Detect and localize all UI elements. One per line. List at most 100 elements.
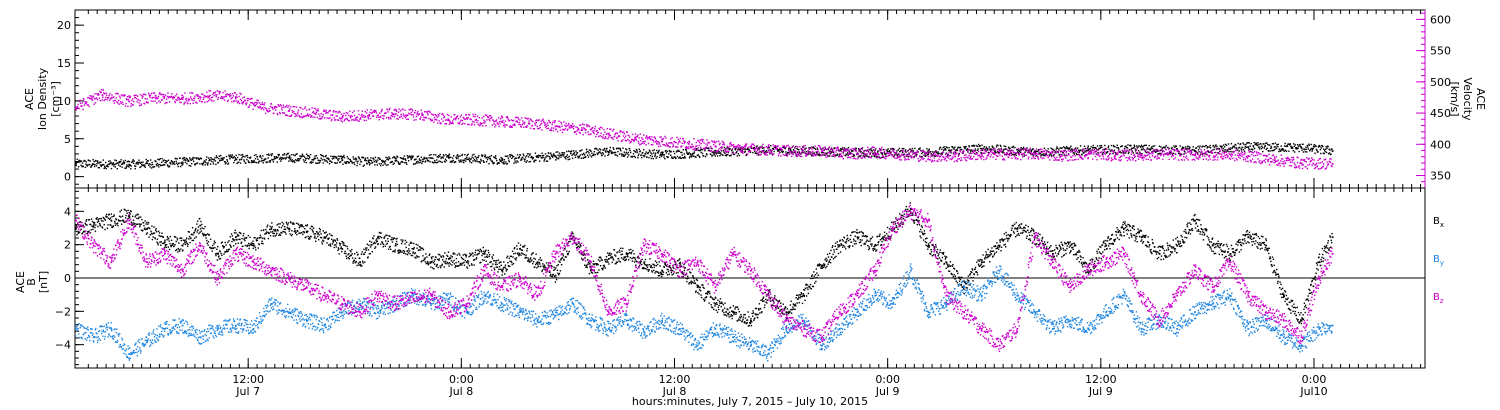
- data-point: [341, 116, 344, 118]
- right-axis-tick-label: 600: [1430, 13, 1451, 26]
- data-point: [1140, 148, 1143, 151]
- data-point: [128, 163, 131, 166]
- data-point: [1194, 154, 1196, 157]
- data-point: [1247, 294, 1250, 297]
- data-point: [341, 303, 344, 305]
- left-axis-tick-label: 0: [64, 171, 71, 184]
- data-point: [421, 114, 424, 117]
- date-tick-label: Jul 8: [662, 385, 687, 398]
- data-point: [323, 324, 326, 327]
- data-point: [901, 153, 903, 156]
- data-point: [448, 119, 450, 122]
- data-point: [359, 311, 361, 314]
- data-point: [687, 143, 690, 145]
- data-point: [1052, 328, 1054, 330]
- data-point: [394, 113, 397, 115]
- time-axis-title: hours:minutes, July 7, 2015 – July 10, 2…: [632, 395, 868, 408]
- data-point: [980, 153, 983, 156]
- data-point: [368, 114, 370, 117]
- data-point: [430, 261, 433, 264]
- data-point: [803, 319, 806, 322]
- data-point: [1069, 286, 1072, 289]
- data-point: [234, 253, 237, 255]
- data-point: [288, 311, 290, 314]
- top-right-axis-title-line3: [km/s]: [1448, 81, 1461, 116]
- data-point: [377, 311, 379, 314]
- data-point: [803, 294, 806, 297]
- data-point: [430, 303, 433, 305]
- data-point: [1069, 244, 1072, 247]
- data-point: [181, 324, 184, 327]
- data-point: [1331, 253, 1334, 255]
- data-point: [181, 244, 184, 247]
- data-point: [838, 244, 841, 247]
- top-right-axis: 350 400 450 500 550 600: [1416, 10, 1451, 189]
- data-point: [234, 96, 237, 98]
- data-point: [519, 278, 521, 280]
- right-axis-tick-label: 500: [1430, 76, 1451, 89]
- data-point: [1016, 294, 1019, 297]
- data-point: [625, 303, 628, 305]
- data-point: [661, 253, 663, 255]
- data-point: [927, 219, 930, 222]
- right-axis-tick-label: 450: [1430, 107, 1451, 120]
- data-point: [146, 341, 148, 344]
- data-point: [110, 328, 113, 330]
- data-point: [963, 286, 965, 289]
- data-point: [696, 286, 699, 289]
- data-point: [270, 303, 273, 305]
- data-point: [536, 294, 539, 297]
- data-point: [1087, 153, 1090, 155]
- data-point: [128, 219, 131, 222]
- data-point: [750, 269, 752, 272]
- data-point: [1087, 269, 1090, 272]
- data-point: [767, 294, 770, 297]
- data-point: [856, 236, 859, 239]
- data-point: [252, 244, 255, 247]
- data-point: [874, 151, 877, 154]
- data-point: [75, 228, 77, 230]
- data-point: [154, 97, 157, 100]
- data-point: [945, 303, 948, 305]
- data-point: [714, 303, 717, 305]
- data-point: [998, 344, 1001, 347]
- data-point: [856, 294, 859, 297]
- top-left-axis-title-line1: ACE: [23, 88, 36, 110]
- data-point: [519, 311, 521, 314]
- data-point: [430, 294, 433, 297]
- data-point: [581, 128, 584, 131]
- data-point: [1114, 154, 1116, 157]
- data-point: [1318, 328, 1321, 330]
- data-point: [1158, 253, 1161, 255]
- data-point: [1194, 219, 1196, 222]
- data-point: [75, 163, 77, 165]
- data-point: [359, 261, 361, 264]
- data-point: [696, 344, 699, 347]
- data-point: [101, 94, 104, 97]
- data-point: [163, 241, 166, 244]
- data-point: [634, 138, 637, 140]
- series-bx-points: [75, 202, 1333, 327]
- data-point: [572, 303, 575, 305]
- data-point: [394, 244, 397, 247]
- data-point: [1034, 311, 1036, 314]
- data-point: [607, 311, 610, 314]
- data-point: [483, 294, 486, 297]
- data-point: [1140, 294, 1143, 297]
- data-point: [750, 344, 752, 347]
- data-point: [1105, 311, 1108, 314]
- data-point: [892, 303, 894, 305]
- data-point: [1140, 154, 1143, 157]
- data-point: [1052, 253, 1054, 255]
- data-point: [741, 148, 743, 150]
- data-point: [1229, 261, 1232, 264]
- data-point: [821, 150, 823, 153]
- data-point: [625, 253, 628, 255]
- data-point: [323, 236, 326, 239]
- data-point: [448, 298, 450, 300]
- data-point: [821, 344, 823, 347]
- data-point: [590, 261, 592, 264]
- data-point: [1247, 155, 1250, 158]
- data-point: [678, 269, 681, 272]
